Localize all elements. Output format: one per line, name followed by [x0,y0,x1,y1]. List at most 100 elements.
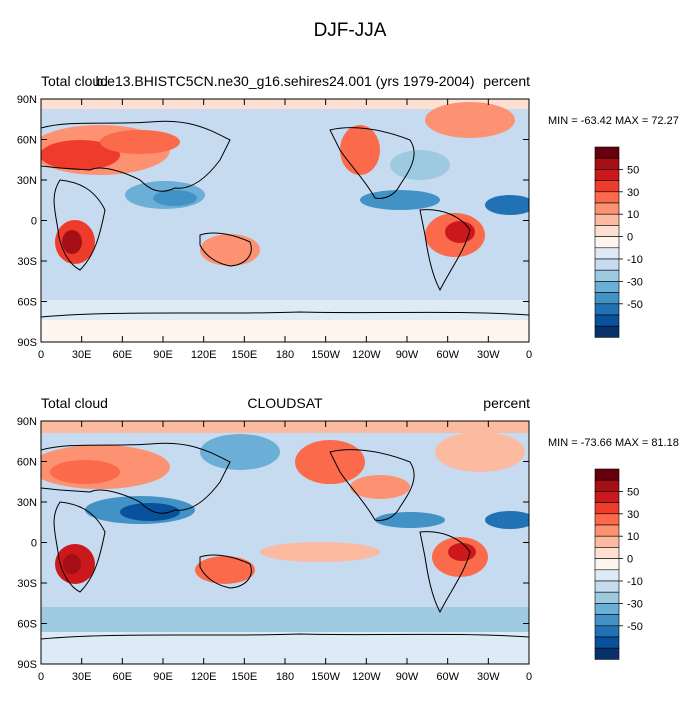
lon-tick-label: 0 [38,349,44,361]
colorbar-label: -10 [627,254,643,266]
lat-tick-label: 90N [17,94,37,106]
colorbar-label: -50 [627,621,643,633]
colorbar-swatch [594,502,620,515]
axis-ticks [40,98,530,343]
panel-left-label: Total cloud [41,395,108,411]
colorbar: 50 30 10 0 -10 -30 -50 [594,146,643,338]
lon-tick-label: 0 [526,671,532,683]
lat-tick-label: 30N [17,497,37,509]
colorbar-swatch [594,314,620,327]
colorbar-swatch [594,325,620,338]
colorbar-swatch [594,146,620,159]
min-max-readout: MIN = -73.66 MAX = 81.18 [548,437,679,449]
lon-tick-label: 120W [352,671,381,683]
map-panel-model: Total cloud b.e13.BHISTC5CN.ne30_g16.seh… [0,70,700,400]
colorbar-swatch [594,269,620,282]
lat-tick-label: 60N [17,135,37,147]
colorbar-label: 50 [627,486,639,498]
lat-tick-label: 60S [17,619,37,631]
lon-tick-label: 120E [191,671,217,683]
colorbar-swatch [594,157,620,170]
lon-tick-label: 90W [396,349,419,361]
map-plot: 90N 60N 30N 0 30S 60S 90S 0 30E 60E 90E 120E 150E 18… [17,94,532,361]
lat-tick-labels: 90N 60N 30N 0 30S 60S 90S [17,94,37,349]
colorbar-swatch [594,647,620,660]
lon-tick-label: 180 [276,349,294,361]
colorbar-label: 30 [627,509,639,521]
lon-tick-label: 90E [153,349,173,361]
colorbar-swatch [594,591,620,604]
lon-tick-label: 120W [352,349,381,361]
lon-tick-label: 60W [436,671,459,683]
lon-tick-label: 0 [526,349,532,361]
figure-title: DJF-JJA [313,20,387,41]
lat-tick-label: 90N [17,416,37,428]
colorbar-swatch [594,580,620,593]
colorbar-swatch [594,625,620,638]
coastlines [41,442,529,640]
lat-tick-label: 90S [17,337,37,349]
colorbar-swatch [594,614,620,627]
lon-tick-label: 30E [72,671,92,683]
colorbar-swatch [594,535,620,548]
axis-ticks [40,420,530,665]
colorbar-swatch [594,468,620,481]
lat-tick-label: 30S [17,578,37,590]
colorbar-label: -30 [627,598,643,610]
colorbar-label: -10 [627,576,643,588]
colorbar-label: 0 [627,554,633,566]
colorbar-swatch [594,479,620,492]
lon-tick-label: 120E [191,349,217,361]
colorbar-swatch [594,292,620,305]
colorbar-swatch [594,225,620,237]
lat-tick-label: 0 [31,538,37,550]
colorbar-label: 30 [627,187,639,199]
lat-tick-labels: 90N 60N 30N 0 30S 60S 90S [17,416,37,671]
colorbar-label: 10 [627,531,639,543]
colorbar-swatch [594,258,620,271]
lat-tick-label: 0 [31,216,37,228]
lon-tick-label: 150E [231,671,257,683]
colorbar-swatch [594,524,620,537]
panel-center-label: b.e13.BHISTC5CN.ne30_g16.sehires24.001 (… [95,73,475,89]
lon-tick-label: 90E [153,671,173,683]
lat-tick-label: 90S [17,659,37,671]
panel-units-label: percent [483,395,530,411]
colorbar-swatch [594,513,620,526]
colorbar-swatch [594,281,620,293]
colorbar-swatch [594,303,620,316]
lat-tick-label: 60N [17,457,37,469]
colorbar-swatch [594,236,620,249]
lon-tick-label: 90W [396,671,419,683]
lon-tick-label: 30W [477,671,500,683]
colorbar-swatch [594,603,620,615]
lon-tick-label: 60E [113,349,133,361]
colorbar-label: -30 [627,276,643,288]
colorbar-swatch [594,636,620,649]
lon-tick-label: 150E [231,349,257,361]
lat-tick-label: 60S [17,297,37,309]
lon-tick-label: 30W [477,349,500,361]
colorbar-swatch [594,491,620,503]
colorbar-swatch [594,191,620,204]
lon-tick-label: 0 [38,671,44,683]
anomaly-field [41,421,529,664]
lon-tick-label: 60E [113,671,133,683]
panel-units-label: percent [483,73,530,89]
lon-tick-label: 30E [72,349,92,361]
lon-tick-label: 60W [436,349,459,361]
panel-center-label: CLOUDSAT [247,395,323,411]
lon-tick-labels: 0 30E 60E 90E 120E 150E 180 150W 120W 90W 60W 30W 0 [38,349,532,361]
lon-tick-labels: 0 30E 60E 90E 120E 150E 180 150W 120W 90W 60W 30W 0 [38,671,532,683]
lat-tick-label: 30N [17,175,37,187]
lat-tick-label: 30S [17,256,37,268]
colorbar-label: 10 [627,209,639,221]
colorbar-swatch [594,569,620,582]
colorbar-label: 50 [627,164,639,176]
colorbar-label: -50 [627,299,643,311]
min-max-readout: MIN = -63.42 MAX = 72.27 [548,115,679,127]
coastlines [41,120,529,318]
map-panel-cloudsat: Total cloud CLOUDSAT percent MIN = -73.6… [0,392,700,722]
lon-tick-label: 150W [311,349,340,361]
colorbar-swatch [594,558,620,571]
